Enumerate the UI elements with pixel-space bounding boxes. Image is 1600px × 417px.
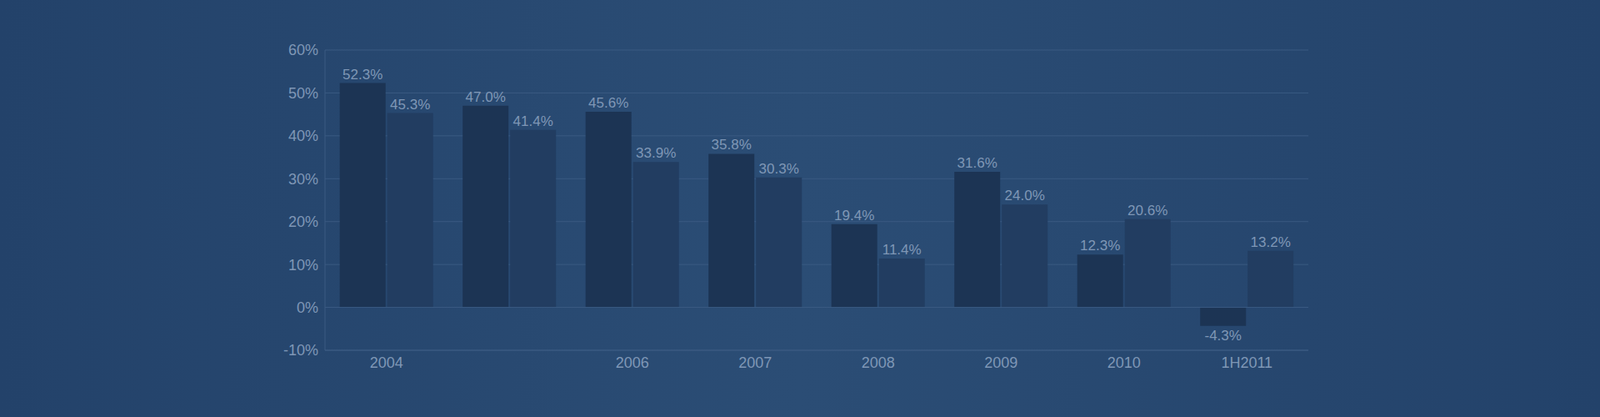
svg-text:52.3%: 52.3%	[342, 66, 383, 83]
svg-text:2010: 2010	[1107, 354, 1141, 371]
svg-text:2008: 2008	[861, 354, 895, 371]
svg-text:50%: 50%	[288, 85, 319, 102]
svg-text:45.3%: 45.3%	[390, 96, 430, 113]
svg-text:19.4%: 19.4%	[834, 207, 875, 224]
svg-text:30%: 30%	[288, 170, 319, 188]
svg-text:35.8%: 35.8%	[711, 136, 752, 153]
svg-text:10%: 10%	[288, 256, 319, 274]
svg-text:30.3%: 30.3%	[759, 160, 800, 177]
svg-text:2007: 2007	[738, 354, 772, 371]
svg-text:0%: 0%	[296, 299, 319, 316]
svg-text:60%: 60%	[288, 41, 319, 59]
svg-text:33.9%: 33.9%	[635, 145, 676, 161]
svg-text:24.0%: 24.0%	[1005, 187, 1045, 204]
svg-text:45.6%: 45.6%	[588, 95, 629, 111]
svg-text:40%: 40%	[288, 127, 319, 145]
svg-text:2006: 2006	[615, 354, 650, 371]
svg-text:13.2%: 13.2%	[1250, 234, 1291, 250]
svg-text:12.3%: 12.3%	[1080, 237, 1120, 254]
svg-text:2004: 2004	[370, 354, 404, 371]
svg-text:47.0%: 47.0%	[465, 89, 506, 105]
svg-text:-4.3%: -4.3%	[1204, 327, 1241, 344]
svg-text:1H2011: 1H2011	[1220, 354, 1273, 371]
svg-text:-10%: -10%	[283, 341, 319, 359]
svg-text:20.6%: 20.6%	[1127, 202, 1168, 219]
svg-text:2009: 2009	[984, 354, 1018, 371]
svg-text:31.6%: 31.6%	[957, 155, 998, 171]
svg-text:11.4%: 11.4%	[882, 241, 922, 258]
svg-text:20%: 20%	[288, 213, 319, 230]
svg-text:41.4%: 41.4%	[513, 113, 554, 130]
